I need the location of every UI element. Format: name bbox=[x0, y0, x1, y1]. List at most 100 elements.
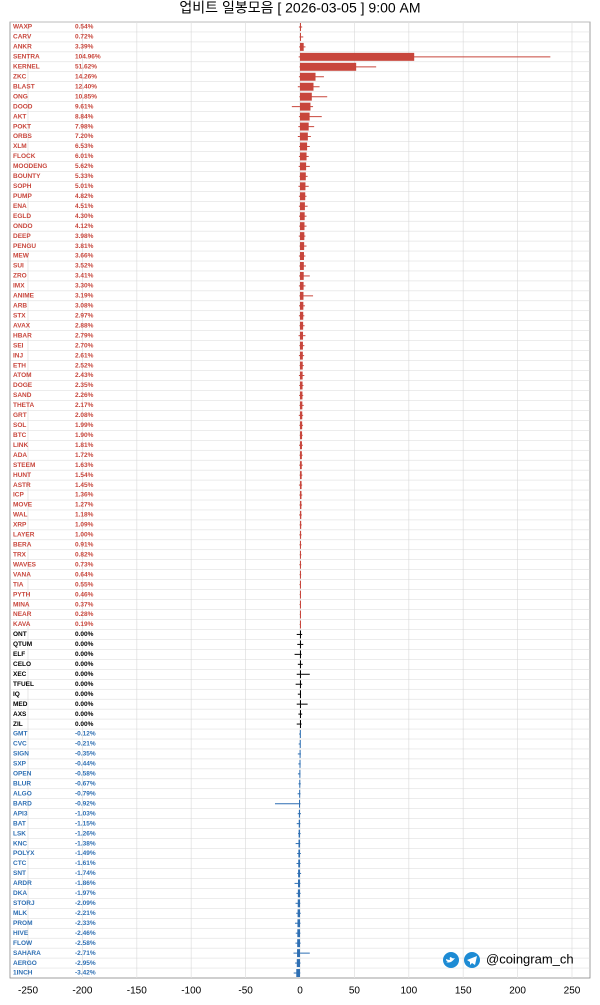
candle-body bbox=[298, 819, 300, 828]
candle-body bbox=[298, 849, 300, 858]
candle-body bbox=[300, 491, 302, 500]
ticker-label: SAND bbox=[13, 392, 32, 399]
change-label: -2.46% bbox=[75, 930, 96, 937]
change-label: -1.74% bbox=[75, 870, 96, 877]
telegram-glyph bbox=[467, 956, 477, 965]
ticker-label: WAXP bbox=[13, 24, 33, 31]
ticker-label: ARB bbox=[13, 303, 27, 310]
ticker-label: POLYX bbox=[13, 850, 35, 857]
ticker-label: ETH bbox=[13, 362, 26, 369]
ticker-label: BLUR bbox=[13, 781, 31, 788]
change-label: -1.86% bbox=[75, 880, 96, 887]
change-label: 0.00% bbox=[75, 721, 94, 728]
candle-body bbox=[298, 869, 300, 878]
candle-body bbox=[299, 730, 301, 739]
ticker-label: GRT bbox=[13, 412, 27, 419]
candle-body bbox=[300, 182, 306, 191]
ticker-label: WAVES bbox=[13, 561, 37, 568]
change-label: 5.33% bbox=[75, 173, 94, 180]
candle-body bbox=[300, 461, 302, 470]
ticker-label: MOVE bbox=[13, 502, 33, 509]
ticker-label: ZIL bbox=[13, 721, 23, 728]
ticker-label: QTUM bbox=[13, 641, 32, 648]
x-tick-label: -250 bbox=[18, 986, 38, 997]
ticker-label: ANKR bbox=[13, 44, 32, 51]
candle-body bbox=[300, 22, 301, 31]
ticker-label: XEC bbox=[13, 671, 27, 678]
candle-body bbox=[300, 630, 301, 639]
ticker-label: EGLD bbox=[13, 213, 31, 220]
candle-body bbox=[297, 899, 300, 908]
change-label: -0.92% bbox=[75, 800, 96, 807]
candle-body bbox=[300, 331, 304, 340]
change-label: 4.82% bbox=[75, 193, 94, 200]
ticker-label: STEEM bbox=[13, 462, 35, 469]
change-label: 1.27% bbox=[75, 502, 94, 509]
ticker-label: HBAR bbox=[13, 332, 32, 339]
change-label: 3.66% bbox=[75, 253, 94, 260]
ticker-label: ENA bbox=[13, 203, 27, 210]
candle-body bbox=[300, 680, 301, 689]
change-label: -1.49% bbox=[75, 850, 96, 857]
change-label: 1.54% bbox=[75, 472, 94, 479]
ticker-label: TFUEL bbox=[13, 681, 34, 688]
change-label: 9.61% bbox=[75, 103, 94, 110]
ticker-label: DOGE bbox=[13, 382, 33, 389]
candle-body bbox=[297, 879, 300, 888]
change-label: -0.44% bbox=[75, 761, 96, 768]
change-label: 0.37% bbox=[75, 601, 94, 608]
candle-body bbox=[300, 600, 301, 609]
candle-body bbox=[300, 660, 301, 669]
candle-body bbox=[300, 640, 301, 649]
change-label: 0.00% bbox=[75, 671, 94, 678]
change-label: 0.19% bbox=[75, 621, 94, 628]
change-label: -1.15% bbox=[75, 820, 96, 827]
change-label: 3.98% bbox=[75, 233, 94, 240]
candle-body bbox=[300, 510, 302, 519]
ticker-label: GMT bbox=[13, 731, 27, 738]
candle-body bbox=[300, 710, 301, 719]
ticker-label: CARV bbox=[13, 34, 32, 41]
ticker-label: ZKC bbox=[13, 73, 27, 80]
ticker-label: ELF bbox=[13, 651, 25, 658]
social-icons bbox=[443, 952, 480, 968]
x-tick-label: 200 bbox=[509, 986, 526, 997]
x-tick-label: 50 bbox=[349, 986, 361, 997]
ticker-label: ORBS bbox=[13, 133, 32, 140]
change-label: 3.41% bbox=[75, 273, 94, 280]
candle-body bbox=[297, 949, 300, 958]
change-label: 0.00% bbox=[75, 631, 94, 638]
ticker-label: SEI bbox=[13, 342, 24, 349]
ticker-label: MLK bbox=[13, 910, 27, 917]
change-label: 7.20% bbox=[75, 133, 94, 140]
candle-body bbox=[300, 520, 302, 529]
change-label: 3.19% bbox=[75, 293, 94, 300]
ticker-label: AKT bbox=[13, 113, 26, 120]
ticker-label: BAT bbox=[13, 820, 26, 827]
candle-body bbox=[297, 889, 300, 898]
change-label: 2.70% bbox=[75, 342, 94, 349]
ticker-label: SAHARA bbox=[13, 950, 41, 957]
candle-body bbox=[299, 779, 301, 788]
change-label: 2.61% bbox=[75, 352, 94, 359]
change-label: -1.61% bbox=[75, 860, 96, 867]
ticker-label: ONG bbox=[13, 93, 28, 100]
candle-body bbox=[300, 122, 309, 131]
candle-body bbox=[299, 749, 301, 758]
ticker-label: IQ bbox=[13, 691, 20, 698]
change-label: 1.90% bbox=[75, 432, 94, 439]
ticker-label: MINA bbox=[13, 601, 30, 608]
ticker-label: STORJ bbox=[13, 900, 35, 907]
candle-body bbox=[298, 839, 300, 848]
change-label: 2.35% bbox=[75, 382, 94, 389]
change-label: 5.01% bbox=[75, 183, 94, 190]
ticker-label: PUMP bbox=[13, 193, 32, 200]
candle-body bbox=[300, 152, 307, 161]
candle-body bbox=[300, 242, 305, 251]
change-label: 0.55% bbox=[75, 581, 94, 588]
ticker-label: BOUNTY bbox=[13, 173, 41, 180]
ticker-label: MOODENG bbox=[13, 163, 47, 170]
change-label: 0.73% bbox=[75, 561, 94, 568]
candle-body bbox=[300, 441, 302, 450]
